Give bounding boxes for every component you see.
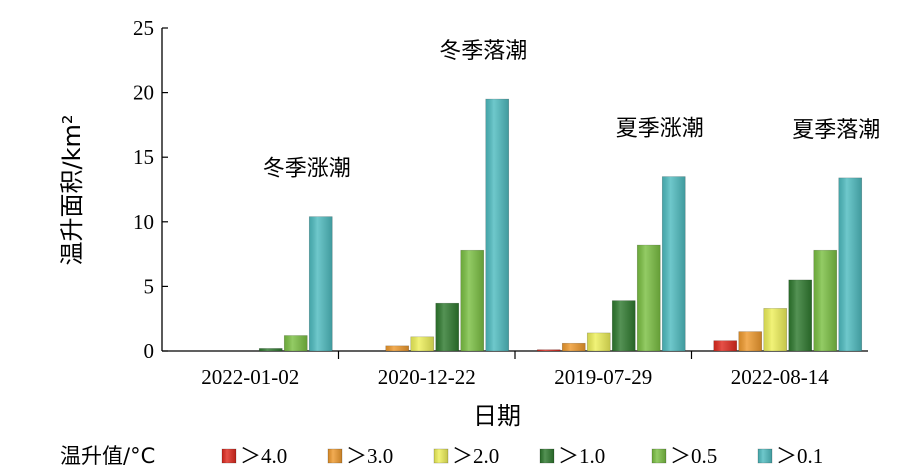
- legend-label: ＞3.0: [346, 444, 393, 468]
- bar-shade: [284, 335, 308, 351]
- x-tick-label: 2022-08-14: [731, 365, 829, 389]
- bar: [308, 216, 333, 352]
- legend-label: ＞2.0: [452, 444, 499, 468]
- bar-shade: [259, 348, 283, 351]
- bar-shade: [738, 331, 762, 351]
- bar-shade: [562, 343, 586, 351]
- bar: [713, 340, 738, 352]
- bar-annotation: 冬季落潮: [439, 39, 527, 64]
- bar-shade: [435, 303, 459, 351]
- legend-label: ＞4.0: [240, 444, 287, 468]
- bar: [485, 98, 510, 352]
- legend-swatch-shade: [434, 449, 448, 463]
- bar-shade: [410, 336, 434, 351]
- bar-annotation: 夏季落潮: [792, 118, 880, 143]
- bar-shade: [838, 177, 862, 351]
- bar-annotation: 夏季涨潮: [616, 117, 704, 142]
- bar: [763, 308, 788, 352]
- bar-shade: [385, 345, 409, 351]
- legend-label: ＞0.1: [776, 444, 823, 468]
- legend-title: 温升值/°C: [60, 444, 155, 468]
- y-axis-title: 温升面积/km²: [58, 115, 86, 266]
- bar: [258, 348, 283, 352]
- bar: [435, 302, 460, 352]
- y-tick-label: 5: [144, 274, 155, 298]
- legend-label: ＞0.5: [670, 444, 717, 468]
- legend-label: ＞1.0: [558, 444, 605, 468]
- legend-item: ＞1.0: [539, 444, 605, 468]
- bar: [385, 345, 410, 352]
- bar: [410, 336, 435, 352]
- bar: [586, 332, 611, 352]
- bar: [636, 244, 661, 352]
- y-tick-label: 15: [133, 145, 154, 169]
- y-tick-label: 10: [133, 210, 154, 234]
- x-tick-label: 2019-07-29: [554, 365, 652, 389]
- legend-swatch-shade: [222, 449, 236, 463]
- legend: 温升值/°C ＞4.0 ＞3.0 ＞2.0 ＞1.0 ＞0.5 ＞0.1: [60, 444, 823, 468]
- x-tick-label: 2022-01-02: [201, 365, 299, 389]
- legend-item: ＞0.5: [651, 444, 717, 468]
- bar: [611, 300, 636, 352]
- bar: [813, 249, 838, 352]
- y-tick-label: 25: [133, 16, 154, 40]
- bar: [460, 249, 485, 352]
- bar: [788, 279, 813, 352]
- bar-annotation: 冬季涨潮: [263, 157, 351, 182]
- bar-shade: [537, 349, 561, 351]
- bar-shade: [637, 245, 661, 351]
- bar-shade: [485, 99, 509, 351]
- bar: [838, 177, 863, 352]
- bar-shade: [460, 250, 484, 351]
- bar: [661, 176, 686, 352]
- x-axis-title: 日期: [473, 402, 521, 430]
- bar-shade: [763, 308, 787, 351]
- legend-swatch-shade: [540, 449, 554, 463]
- bar-shade: [813, 250, 837, 351]
- bar: [283, 335, 308, 352]
- bar-shade: [587, 332, 611, 351]
- bar-shade: [612, 300, 636, 351]
- bars: [258, 98, 863, 352]
- legend-item: ＞3.0: [327, 444, 393, 468]
- bar: [561, 342, 586, 352]
- legend-swatch-shade: [652, 449, 666, 463]
- x-tick-label: 2020-12-22: [378, 365, 476, 389]
- axes: 0 5 10 15 20 25 2022-01-02 2020-12-22 2019-07-29…: [58, 16, 868, 430]
- bar-shade: [309, 216, 333, 351]
- y-tick-label: 0: [144, 339, 155, 363]
- legend-swatch-shade: [328, 449, 342, 463]
- legend-item: ＞0.1: [757, 444, 823, 468]
- bar-shade: [662, 176, 686, 351]
- legend-item: ＞2.0: [433, 444, 499, 468]
- legend-swatch-shade: [758, 449, 772, 463]
- bar: [738, 331, 763, 352]
- bar: [536, 349, 561, 352]
- bar-shade: [713, 340, 737, 351]
- legend-item: ＞4.0: [221, 444, 287, 468]
- bar-shade: [788, 279, 812, 351]
- y-tick-label: 20: [133, 81, 154, 105]
